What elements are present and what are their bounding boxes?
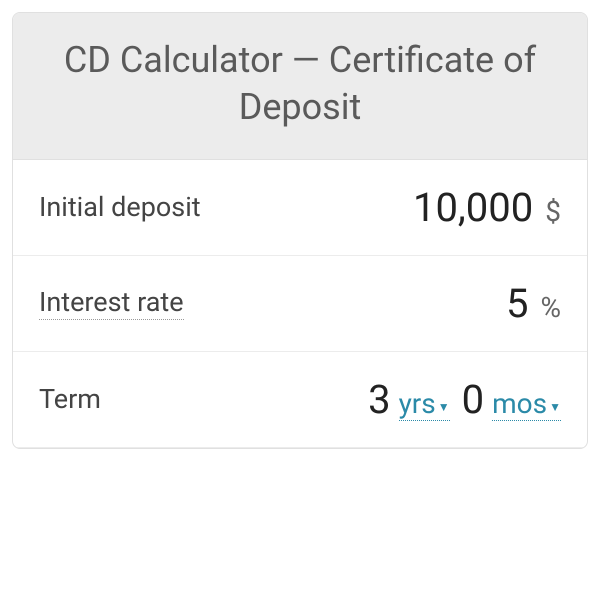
term-months-input[interactable]: 0 xyxy=(462,376,484,423)
interest-rate-label[interactable]: Interest rate xyxy=(39,286,184,320)
initial-deposit-unit: $ xyxy=(545,195,561,228)
page-title: CD Calculator — Certificate of Deposit xyxy=(33,37,567,131)
interest-rate-unit: % xyxy=(540,291,561,324)
term-months-unit-text: mos xyxy=(492,387,547,420)
row-initial-deposit: Initial deposit 10,000 $ xyxy=(13,160,587,256)
initial-deposit-value-group: 10,000 $ xyxy=(413,184,561,231)
term-years-unit-text: yrs xyxy=(399,387,436,420)
term-years-input[interactable]: 3 xyxy=(368,376,390,423)
interest-rate-value-group: 5 % xyxy=(506,280,561,327)
term-years-part: 3 yrs ▼ xyxy=(368,376,450,423)
chevron-down-icon: ▼ xyxy=(549,400,561,414)
term-label: Term xyxy=(39,383,101,415)
interest-rate-input[interactable]: 5 xyxy=(506,280,528,327)
row-interest-rate: Interest rate 5 % xyxy=(13,256,587,352)
term-months-part: 0 mos ▼ xyxy=(462,376,561,423)
initial-deposit-input[interactable]: 10,000 xyxy=(413,184,533,231)
row-term: Term 3 yrs ▼ 0 mos ▼ xyxy=(13,352,587,448)
term-months-unit-select[interactable]: mos ▼ xyxy=(492,387,561,421)
term-years-unit-select[interactable]: yrs ▼ xyxy=(399,387,450,421)
initial-deposit-label: Initial deposit xyxy=(39,191,201,223)
card-header: CD Calculator — Certificate of Deposit xyxy=(13,13,587,160)
term-value-group: 3 yrs ▼ 0 mos ▼ xyxy=(368,376,561,423)
calculator-card: CD Calculator — Certificate of Deposit I… xyxy=(12,12,588,449)
chevron-down-icon: ▼ xyxy=(438,400,450,414)
